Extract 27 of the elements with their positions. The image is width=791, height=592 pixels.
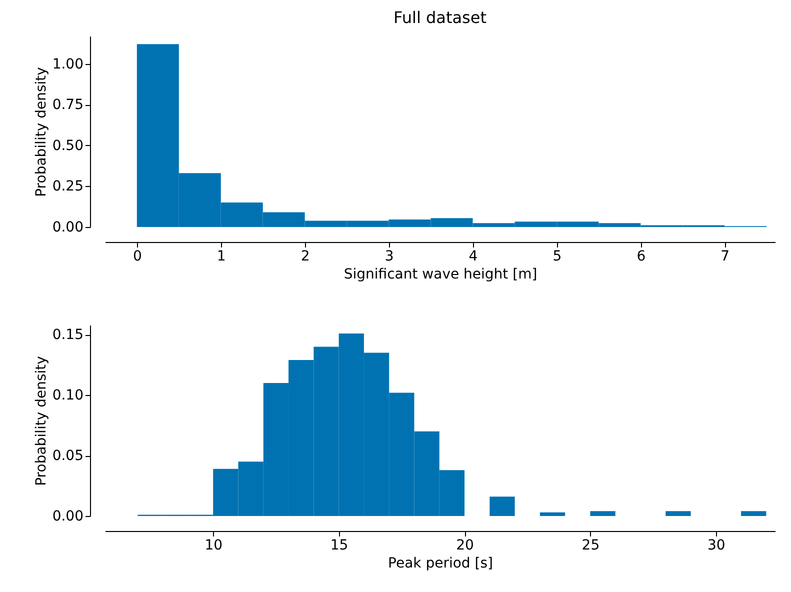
y-tick-label: 0.15: [52, 327, 84, 344]
y-tick-label: 0.25: [52, 178, 84, 195]
x-tick-label: 20: [456, 538, 474, 554]
y-tick-label: 0.75: [52, 97, 84, 114]
x-tick-label: 6: [636, 248, 646, 264]
x-tick-label: 7: [720, 248, 730, 264]
x-tick-label: 3: [384, 248, 394, 264]
x-tick-label: 5: [552, 248, 562, 264]
y-tick-label: 0.05: [52, 448, 84, 464]
y-axis-title: Probability density: [33, 356, 50, 486]
x-tick-label: 25: [582, 538, 600, 554]
y-tick-label: 0.10: [52, 388, 84, 404]
x-tick-label: 30: [708, 538, 726, 554]
x-axis-title: Peak period [s]: [388, 556, 493, 572]
y-axis-title: Probability density: [33, 67, 50, 197]
x-axis-title: Significant wave height [m]: [344, 266, 538, 282]
x-tick-label: 15: [330, 538, 348, 554]
y-tick-label: 1.00: [52, 56, 84, 72]
y-tick-label: 0.50: [52, 138, 84, 154]
x-tick-label: 4: [468, 248, 478, 264]
x-tick-label: 0: [132, 248, 142, 264]
chart-title: Full dataset: [394, 8, 486, 27]
y-tick-label: 0.00: [52, 220, 84, 236]
x-tick-label: 1: [216, 248, 226, 264]
x-tick-label: 10: [204, 538, 223, 554]
y-tick-label: 0.00: [52, 508, 84, 524]
x-tick-label: 2: [300, 248, 310, 264]
